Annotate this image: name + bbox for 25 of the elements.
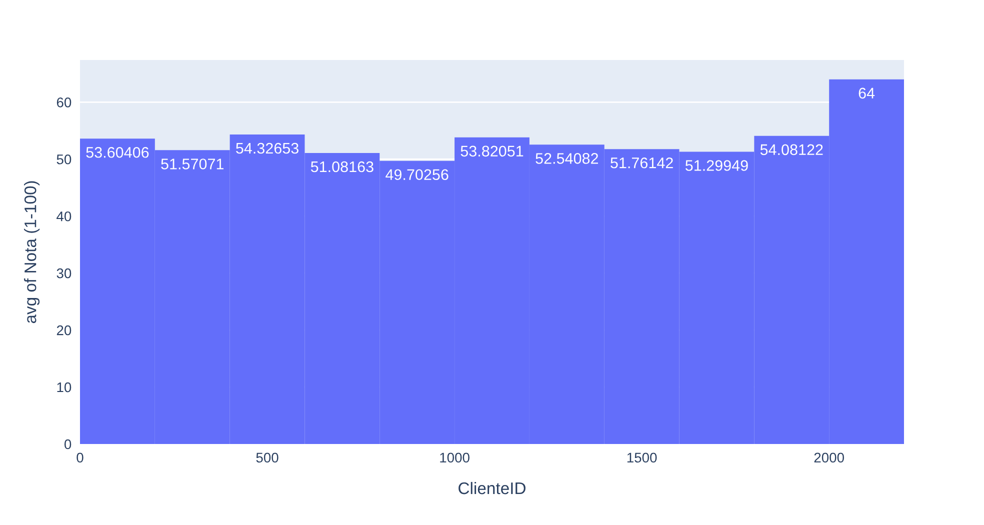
x-tick-label: 1000 — [440, 452, 470, 463]
y-axis-title: avg of Nota (1-100) — [24, 181, 40, 324]
x-tick-label: 500 — [256, 452, 278, 463]
y-tick-label: 30 — [56, 268, 72, 278]
y-tick-label: 10 — [57, 382, 72, 392]
y-tick-label: 50 — [56, 154, 72, 164]
data-label: 49.70256 — [386, 169, 448, 180]
data-label: 64 — [858, 88, 875, 99]
x-tick-label: 1500 — [627, 452, 657, 463]
x-axis-title: ClienteID — [458, 482, 526, 494]
data-label: 51.08163 — [310, 161, 374, 172]
data-label: 54.32653 — [236, 142, 298, 154]
data-label: 54.08122 — [760, 144, 823, 156]
data-label: 52.54082 — [536, 153, 598, 164]
x-tick-label: 0 — [76, 452, 84, 463]
data-label: 51.57071 — [161, 158, 224, 170]
data-label: 53.82051 — [460, 146, 524, 157]
data-label: 51.29949 — [685, 160, 748, 171]
data-label: 51.76142 — [610, 157, 673, 168]
data-label: 53.60406 — [86, 146, 149, 158]
y-tick-label: 0 — [64, 439, 72, 450]
y-tick-label: 20 — [56, 325, 72, 336]
y-tick-label: 60 — [56, 97, 72, 108]
x-tick-label: 2000 — [814, 452, 844, 463]
y-tick-label: 40 — [56, 211, 72, 222]
